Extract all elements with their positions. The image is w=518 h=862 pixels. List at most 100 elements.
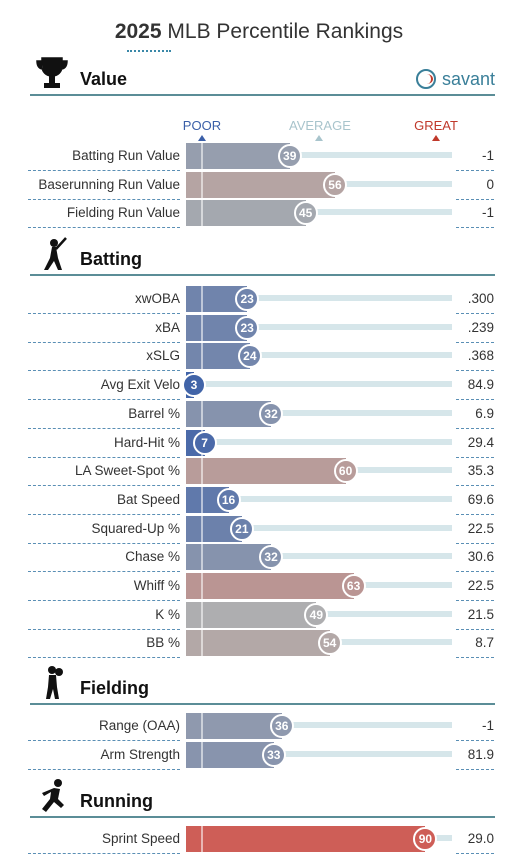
row-divider bbox=[28, 513, 180, 515]
metric-row[interactable]: Range (OAA) 36 -1 bbox=[0, 713, 518, 741]
metric-value: -1 bbox=[481, 148, 494, 163]
row-divider bbox=[28, 227, 180, 229]
metric-row[interactable]: BB % 54 8.7 bbox=[0, 630, 518, 659]
row-divider bbox=[28, 768, 180, 770]
metric-value: 6.9 bbox=[475, 405, 494, 421]
metric-row[interactable]: Squared-Up % 21 22.5 bbox=[0, 515, 518, 544]
percentile-circle: 23 bbox=[235, 315, 260, 340]
metric-row[interactable]: Batting Run Value 39 -1 bbox=[0, 143, 518, 171]
metric-value: 22.5 bbox=[467, 520, 494, 536]
metric-value: 84.9 bbox=[467, 377, 494, 393]
percentile-bar bbox=[186, 544, 272, 571]
section-title: Value bbox=[80, 69, 128, 89]
metric-row[interactable]: xSLG 24 .368 bbox=[0, 343, 518, 372]
metric-row[interactable]: Barrel % 32 6.9 bbox=[0, 400, 518, 429]
metric-label: Avg Exit Velo bbox=[100, 377, 180, 393]
title-underline bbox=[127, 50, 171, 52]
metric-label: Bat Speed bbox=[116, 491, 180, 507]
savant-logo[interactable]: savant bbox=[415, 69, 495, 90]
section-title: Batting bbox=[80, 249, 142, 269]
metric-label: Sprint Speed bbox=[101, 831, 180, 846]
scale-average-marker bbox=[315, 135, 323, 141]
metric-label: Fielding Run Value bbox=[66, 205, 180, 221]
row-divider bbox=[28, 571, 180, 573]
metric-label: Barrel % bbox=[128, 405, 180, 421]
percentile-circle: 16 bbox=[216, 487, 241, 512]
row-divider bbox=[28, 853, 180, 854]
metric-value: .239 bbox=[467, 319, 494, 335]
percentile-circle: 7 bbox=[192, 430, 217, 455]
percentile-circle: 60 bbox=[333, 459, 358, 484]
value-divider bbox=[456, 853, 494, 854]
section-title: Running bbox=[80, 791, 153, 811]
metric-row[interactable]: Sprint Speed 90 29.0 bbox=[0, 826, 518, 854]
value-divider bbox=[456, 170, 494, 171]
value-divider bbox=[456, 227, 494, 229]
metric-row[interactable]: Arm Strength 33 81.9 bbox=[0, 741, 518, 770]
metric-value: 81.9 bbox=[467, 746, 494, 762]
section-header-running: Running bbox=[30, 779, 495, 818]
metric-row[interactable]: xBA 23 .239 bbox=[0, 314, 518, 343]
bar-tick bbox=[201, 143, 203, 169]
metric-value: 69.6 bbox=[467, 491, 494, 507]
value-divider bbox=[456, 513, 494, 515]
section-header-value: Value savant bbox=[30, 57, 495, 96]
metric-row[interactable]: Whiff % 63 22.5 bbox=[0, 573, 518, 601]
metric-row[interactable]: LA Sweet-Spot % 60 35.3 bbox=[0, 458, 518, 487]
bar-tick bbox=[201, 573, 203, 599]
bar-tick bbox=[201, 630, 203, 657]
metric-value: .368 bbox=[467, 348, 494, 364]
metric-row[interactable]: K % 49 21.5 bbox=[0, 601, 518, 630]
bar-tick bbox=[201, 171, 203, 198]
metric-row[interactable]: Fielding Run Value 45 -1 bbox=[0, 200, 518, 229]
bar-tick bbox=[201, 544, 203, 571]
percentile-circle: 54 bbox=[317, 631, 342, 656]
row-divider bbox=[28, 170, 180, 171]
row-divider bbox=[28, 657, 180, 659]
metric-row[interactable]: Bat Speed 16 69.6 bbox=[0, 486, 518, 515]
section-header-batting: Batting bbox=[30, 237, 495, 276]
metric-row[interactable]: xwOBA 23 .300 bbox=[0, 286, 518, 314]
row-divider bbox=[28, 542, 180, 544]
page-title: 2025 MLB Percentile Rankings bbox=[0, 20, 518, 44]
percentile-circle: 56 bbox=[322, 172, 347, 197]
percentile-circle: 23 bbox=[235, 287, 260, 311]
percentile-circle: 45 bbox=[293, 201, 318, 226]
bar-tick bbox=[201, 400, 203, 427]
percentile-bar bbox=[186, 601, 317, 628]
metric-row[interactable]: Avg Exit Velo 3 84.9 bbox=[0, 372, 518, 401]
bar-track bbox=[186, 152, 452, 158]
metric-label: Baserunning Run Value bbox=[38, 176, 180, 192]
bar-track bbox=[186, 295, 452, 301]
bar-track bbox=[186, 409, 452, 416]
value-divider bbox=[456, 456, 494, 458]
bar-tick bbox=[201, 200, 203, 227]
percentile-bar bbox=[186, 741, 274, 768]
percentile-bar bbox=[186, 171, 335, 198]
value-divider bbox=[456, 370, 494, 372]
metric-value: .300 bbox=[467, 291, 494, 306]
row-divider bbox=[28, 427, 180, 429]
row-divider bbox=[28, 628, 180, 630]
value-divider bbox=[456, 571, 494, 573]
bar-tick bbox=[201, 286, 203, 312]
row-divider bbox=[28, 740, 180, 741]
scale-great-label: GREAT bbox=[414, 118, 458, 133]
metric-row[interactable]: Chase % 32 30.6 bbox=[0, 544, 518, 573]
percentile-circle: 21 bbox=[229, 516, 254, 541]
value-divider bbox=[456, 542, 494, 544]
percentile-bar bbox=[186, 630, 330, 657]
bar-tick bbox=[201, 741, 203, 768]
scale-great-marker bbox=[432, 135, 441, 141]
section-title: Fielding bbox=[80, 678, 149, 698]
metric-value: 30.6 bbox=[467, 549, 494, 565]
metric-row[interactable]: Hard-Hit % 7 29.4 bbox=[0, 429, 518, 458]
metric-label: Hard-Hit % bbox=[113, 434, 180, 450]
metric-row[interactable]: Baserunning Run Value 56 0 bbox=[0, 171, 518, 200]
bar-track bbox=[186, 381, 452, 388]
value-divider bbox=[456, 768, 494, 770]
percentile-circle: 49 bbox=[304, 602, 329, 627]
row-divider bbox=[28, 399, 180, 401]
percentile-bar bbox=[186, 400, 272, 427]
percentile-bar bbox=[186, 826, 426, 852]
